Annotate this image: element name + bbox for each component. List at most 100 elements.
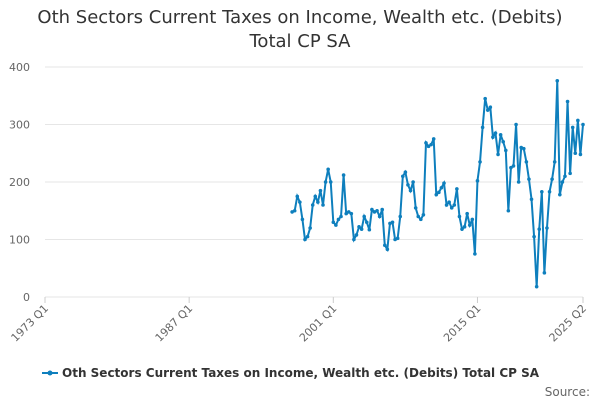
data-point (529, 197, 534, 202)
data-point (382, 243, 387, 248)
data-point (362, 214, 366, 219)
data-point (310, 203, 315, 207)
data-point (359, 227, 364, 231)
data-point (367, 227, 372, 232)
data-point (493, 131, 498, 135)
data-point (339, 214, 343, 219)
data-point (349, 211, 354, 216)
x-tick-label: 1973 Q1 (9, 302, 52, 345)
data-point (460, 227, 464, 231)
data-point (550, 177, 554, 181)
y-tick-label: 100 (9, 234, 30, 247)
data-point (364, 220, 369, 225)
data-point (375, 208, 379, 213)
data-point (491, 135, 495, 139)
data-point (455, 187, 459, 191)
data-point (483, 96, 487, 101)
data-point (377, 214, 382, 219)
data-point (452, 203, 457, 207)
data-point (457, 214, 462, 219)
data-point (334, 223, 338, 227)
data-point (421, 212, 426, 217)
data-point (576, 118, 580, 123)
y-tick-label: 200 (9, 176, 30, 189)
data-point (503, 148, 508, 153)
data-point (498, 133, 503, 137)
data-point (509, 165, 513, 170)
data-point (406, 183, 410, 187)
legend-label: Oth Sectors Current Taxes on Income, Wea… (62, 366, 540, 380)
data-point (467, 223, 472, 227)
data-point (323, 180, 328, 184)
data-point (473, 252, 477, 256)
data-point (401, 174, 405, 179)
data-point (298, 200, 302, 204)
data-point (565, 99, 570, 104)
data-point (305, 234, 310, 239)
data-point (532, 234, 536, 239)
data-point (344, 211, 348, 216)
data-point (413, 206, 418, 210)
data-point (470, 217, 475, 222)
chart-title: Oth Sectors Current Taxes on Income, Wea… (37, 7, 563, 52)
data-point (449, 206, 454, 210)
data-point (563, 174, 567, 179)
data-point (357, 225, 361, 229)
data-point (295, 194, 300, 199)
data-point (313, 194, 318, 199)
source: Source: (545, 385, 590, 399)
y-tick-label: 0 (23, 291, 30, 304)
data-point (308, 226, 312, 230)
data-point (321, 203, 325, 207)
x-tick-label: 2001 Q1 (297, 302, 340, 345)
data-point (514, 122, 518, 127)
chart-title-box: Oth Sectors Current Taxes on Income, Wea… (20, 6, 580, 54)
x-tick-label: 2025 Q2 (547, 302, 590, 345)
data-point (341, 173, 346, 177)
data-point (434, 192, 439, 197)
data-point (346, 210, 351, 214)
data-point (478, 160, 482, 164)
data-point (542, 271, 547, 275)
data-point (408, 188, 413, 193)
data-point (558, 192, 562, 197)
data-point (437, 190, 441, 195)
data-point (395, 236, 400, 241)
data-point (424, 141, 428, 145)
data-point (380, 207, 385, 212)
data-point (547, 189, 552, 194)
data-point (516, 180, 521, 184)
data-point (444, 203, 449, 207)
data-point (316, 200, 320, 204)
data-point (540, 189, 544, 194)
data-point (385, 247, 390, 252)
data-point (578, 152, 583, 157)
data-point (573, 151, 578, 156)
data-point (524, 160, 529, 164)
data-point (442, 181, 446, 185)
data-point (480, 125, 485, 130)
data-point (370, 207, 374, 212)
data-point (328, 180, 333, 184)
data-point (521, 146, 526, 151)
data-point (354, 233, 359, 237)
data-point (462, 225, 467, 229)
data-point (501, 139, 506, 144)
data-point (431, 137, 436, 141)
data-point (336, 217, 341, 222)
data-point (419, 217, 423, 222)
data-point (537, 227, 542, 231)
data-point (511, 164, 516, 168)
data-point (568, 171, 572, 176)
data-point (416, 214, 421, 219)
data-point (581, 122, 585, 127)
y-tick-label: 300 (9, 119, 30, 132)
data-point (496, 152, 500, 157)
data-point (411, 180, 415, 184)
data-point (318, 188, 323, 193)
data-point (555, 79, 560, 83)
data-point (552, 160, 557, 164)
data-point (506, 208, 511, 213)
